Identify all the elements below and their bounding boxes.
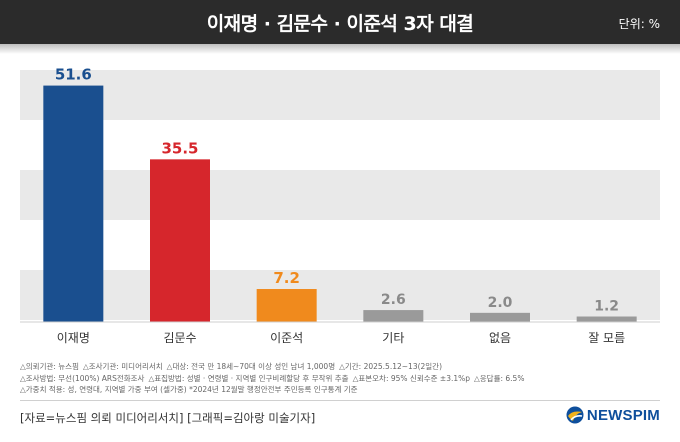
newspim-swirl-icon [566, 406, 584, 424]
footnote-item: △조사방법: 무선(100%) ARS전화조사 [20, 373, 145, 383]
footnote-item: △조사기관: 미디어리서치 [82, 362, 163, 371]
category-label-5: 없음 [489, 331, 511, 345]
chart-title: 이재명 · 김문수 · 이준석 3자 대결 [206, 13, 474, 35]
bar-chart: 51.6 이재명 35.5 김문수 7.2 이준석 2.6 기타 2.0 없음 1.2 잘 모름 [20, 66, 660, 345]
footnote-item: △의뢰기관: 뉴스핌 [20, 362, 79, 371]
grid-band [20, 70, 660, 120]
footnote-item: △표본오차: 95% 신뢰수준 ±3.1%p [352, 373, 471, 383]
bar-6 [576, 316, 637, 322]
source-credit: [자료=뉴스핌 의뢰 미디어리서치] [그래픽=김아랑 미술기자] [20, 411, 316, 425]
bar-1 [43, 85, 104, 322]
bar-4 [363, 310, 424, 322]
data-label-1: 51.6 [55, 66, 92, 84]
footnote-line-3: △가중치 적용: 성, 연령대, 지역별 가중 부여 (셀가중) *2024년 … [20, 384, 660, 396]
category-label-3: 이준석 [270, 331, 303, 345]
footnotes: △의뢰기관: 뉴스핌 △조사기관: 미디어리서치 △대상: 전국 만 18세~70대… [20, 361, 660, 396]
header-bar: 이재명 · 김문수 · 이준석 3자 대결 단위: % [0, 0, 680, 44]
grid-band [20, 270, 660, 320]
footnote-line-2: △조사방법: 무선(100%) ARS전화조사 △표집방법: 성별 · 연령별 ·… [20, 373, 660, 385]
data-label-6: 1.2 [594, 299, 619, 315]
footnote-item: △대상: 전국 만 18세~70대 이상 성인 남녀 1,000명 [166, 362, 336, 371]
unit-label: 단위: % [618, 17, 660, 31]
grid-band [20, 170, 660, 220]
data-label-2: 35.5 [161, 139, 198, 157]
brand-name: NEWSPIM [586, 406, 660, 424]
data-label-3: 7.2 [273, 269, 300, 287]
divider [20, 400, 660, 401]
category-label-4: 기타 [382, 331, 404, 345]
footnote-item: △가중치 적용: 성, 연령대, 지역별 가중 부여 (셀가중) *2024년 … [20, 385, 358, 394]
header-shadow [0, 44, 680, 54]
data-label-4: 2.6 [381, 292, 406, 308]
footnote-line-1: △의뢰기관: 뉴스핌 △조사기관: 미디어리서치 △대상: 전국 만 18세~70대… [20, 361, 660, 373]
footnote-item: △표집방법: 성별 · 연령별 · 지역별 인구비례할당 후 무작위 추출 [148, 373, 349, 383]
category-label-2: 김문수 [163, 331, 196, 345]
category-label-6: 잘 모름 [588, 331, 625, 345]
footnote-item: △응답률: 6.5% [474, 373, 525, 383]
bar-3 [256, 289, 317, 322]
bar-2 [150, 159, 210, 322]
category-label-1: 이재명 [57, 331, 90, 345]
data-label-5: 2.0 [488, 295, 513, 311]
footnote-item: △기간: 2025.5.12~13(2일간) [339, 362, 443, 371]
newspim-logo: NEWSPIM [566, 406, 660, 424]
bar-5 [470, 312, 530, 322]
